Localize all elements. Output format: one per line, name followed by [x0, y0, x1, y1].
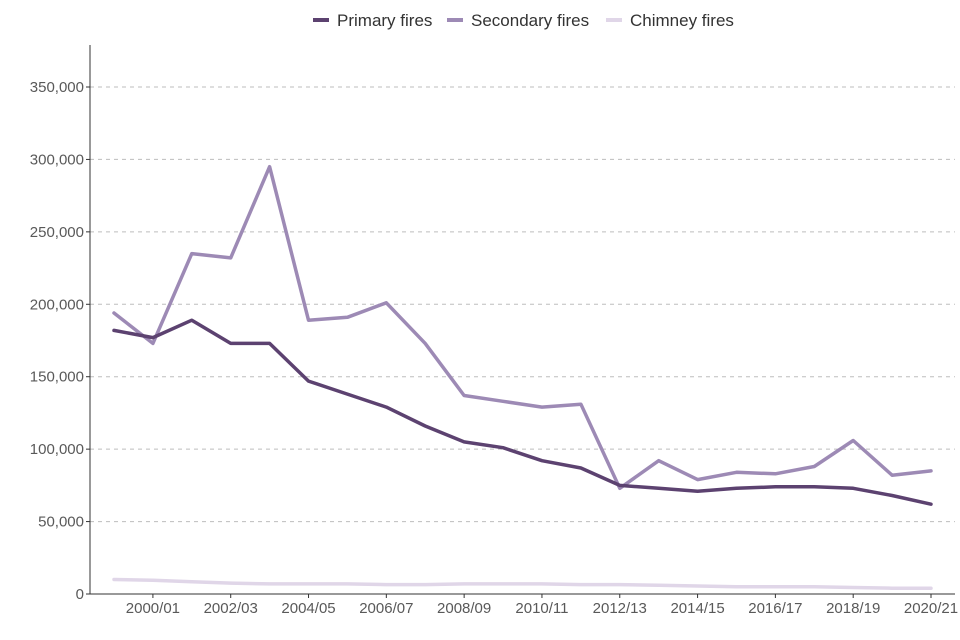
y-tick-label: 300,000 — [30, 151, 84, 168]
x-tick-label: 2006/07 — [359, 600, 413, 617]
x-tick-label: 2020/21 — [904, 600, 958, 617]
axes — [89, 45, 955, 595]
y-tick-label: 200,000 — [30, 296, 84, 313]
legend: Primary fires Secondary fires Chimney fire… — [313, 11, 734, 30]
y-tick-label: 0 — [76, 586, 84, 603]
y-axis-ticks: 0 50,000 100,000 150,000 200,000 250,000 300,0… — [30, 79, 90, 603]
x-tick-label: 2018/19 — [826, 600, 880, 617]
gridlines — [90, 86, 955, 523]
y-tick-label: 350,000 — [30, 79, 84, 96]
x-tick-label: 2004/05 — [281, 600, 335, 617]
y-tick-label: 50,000 — [38, 514, 84, 531]
x-axis-ticks: 2000/01 2002/03 2004/05 2006/07 2008/09 2010/… — [126, 594, 958, 617]
x-tick-label: 2008/09 — [437, 600, 491, 617]
x-tick-label: 2014/15 — [670, 600, 724, 617]
y-tick-label: 100,000 — [30, 441, 84, 458]
x-tick-label: 2010/11 — [515, 600, 568, 617]
legend-label: Chimney fires — [630, 11, 734, 30]
legend-label: Primary fires — [337, 11, 432, 30]
series-line-primary-fires — [112, 318, 933, 506]
series-lines — [112, 164, 933, 590]
x-tick-label: 2000/01 — [126, 600, 180, 617]
series-line-secondary-fires — [112, 164, 933, 491]
x-tick-label: 2012/13 — [593, 600, 647, 617]
series-line-chimney-fires — [112, 577, 933, 590]
legend-label: Secondary fires — [471, 11, 589, 30]
y-tick-label: 250,000 — [30, 224, 84, 241]
x-tick-label: 2002/03 — [204, 600, 258, 617]
y-tick-label: 150,000 — [30, 369, 84, 386]
x-tick-label: 2016/17 — [748, 600, 802, 617]
